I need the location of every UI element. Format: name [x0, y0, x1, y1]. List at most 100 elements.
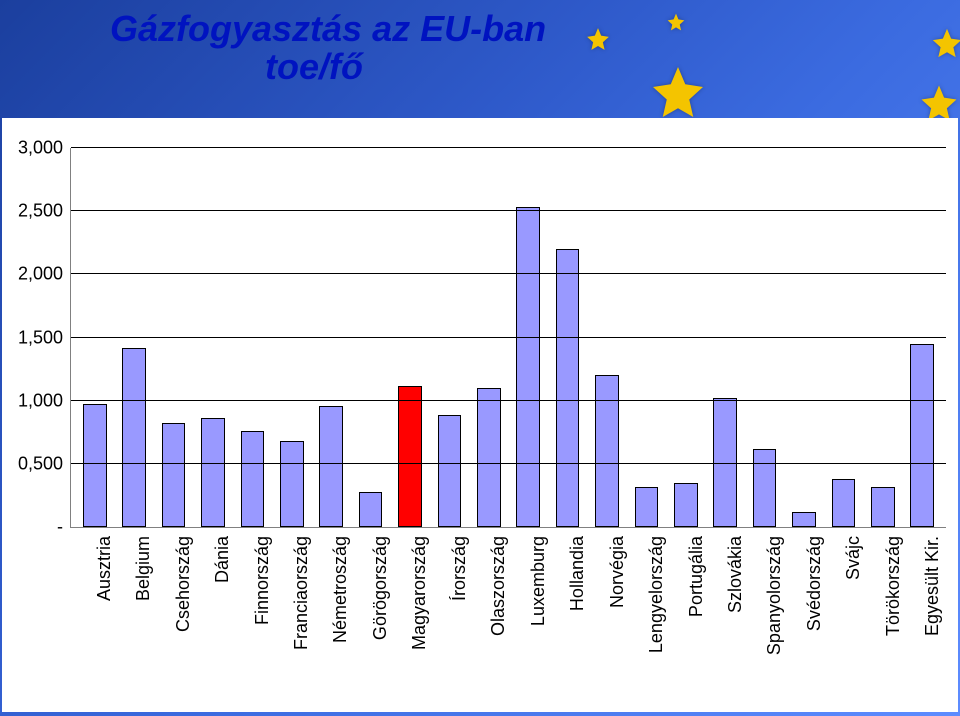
x-label-slot: Norvégia — [587, 528, 626, 708]
x-axis-label: Csehország — [173, 536, 194, 632]
x-label-slot: Belgium — [113, 528, 152, 708]
bar — [83, 404, 107, 527]
gridline — [71, 273, 946, 274]
y-tick-label: 1,500 — [18, 327, 71, 348]
y-tick-label: 2,000 — [18, 264, 71, 285]
bar — [516, 207, 540, 527]
x-label-slot: Lengyelország — [626, 528, 665, 708]
x-axis-label: Norvégia — [607, 536, 628, 608]
bar — [871, 487, 895, 527]
x-axis-label: Portugália — [686, 536, 707, 617]
bar — [201, 418, 225, 527]
bar — [832, 479, 856, 527]
x-label-slot: Törökország — [863, 528, 902, 708]
x-axis-label: Franciaország — [291, 536, 312, 650]
x-axis-label: Egyesült Kir. — [922, 536, 943, 636]
y-tick-label: 0,500 — [18, 453, 71, 474]
bar-slot — [508, 148, 547, 527]
bar-slot — [193, 148, 232, 527]
x-axis-label: Svájc — [843, 536, 864, 580]
bar — [753, 449, 777, 527]
bar — [438, 415, 462, 527]
bar — [792, 512, 816, 527]
x-label-slot: Hollandia — [547, 528, 586, 708]
x-label-slot: Finnország — [232, 528, 271, 708]
y-tick-label: - — [57, 517, 71, 538]
x-axis-label: Spanyolország — [764, 536, 785, 655]
x-label-slot: Magyarország — [390, 528, 429, 708]
gridline — [71, 463, 946, 464]
bar — [477, 388, 501, 527]
bar-slot — [903, 148, 942, 527]
bar — [162, 423, 186, 527]
x-axis-label: Finnország — [252, 536, 273, 625]
bar-slot — [745, 148, 784, 527]
bar-slot — [587, 148, 626, 527]
bar-slot — [233, 148, 272, 527]
bar — [910, 344, 934, 527]
bars-container — [71, 148, 946, 527]
gridline — [71, 337, 946, 338]
bar — [398, 386, 422, 527]
x-label-slot: Egyesült Kir. — [903, 528, 942, 708]
bar — [122, 348, 146, 527]
bar-slot — [114, 148, 153, 527]
x-label-slot: Ausztria — [74, 528, 113, 708]
bar-slot — [154, 148, 193, 527]
bar-slot — [706, 148, 745, 527]
x-axis-label: Dánia — [212, 536, 233, 583]
x-label-slot: Németroszág — [311, 528, 350, 708]
y-tick-label: 3,000 — [18, 138, 71, 159]
x-label-slot: Szlovákia — [705, 528, 744, 708]
x-label-slot: Dánia — [192, 528, 231, 708]
bar — [241, 431, 265, 527]
x-label-slot: Luxemburg — [508, 528, 547, 708]
x-axis-label: Olaszország — [488, 536, 509, 636]
x-axis-label: Németroszág — [330, 536, 351, 643]
bar-slot — [863, 148, 902, 527]
chart-panel: -0,5001,0001,5002,0002,5003,000 Ausztria… — [2, 118, 958, 712]
x-label-slot: Írország — [429, 528, 468, 708]
bar-slot — [666, 148, 705, 527]
x-axis-label: Szlovákia — [725, 536, 746, 613]
bar-slot — [548, 148, 587, 527]
x-axis-label: Ausztria — [94, 536, 115, 601]
gridline — [71, 147, 946, 148]
x-axis-label: Írország — [449, 536, 470, 601]
x-label-slot: Spanyolország — [745, 528, 784, 708]
x-label-slot: Csehország — [153, 528, 192, 708]
x-label-slot: Olaszország — [469, 528, 508, 708]
x-label-slot: Franciaország — [271, 528, 310, 708]
bar — [319, 406, 343, 527]
x-axis-label: Görögország — [370, 536, 391, 640]
bar-slot — [627, 148, 666, 527]
x-label-slot: Svédország — [784, 528, 823, 708]
slide-title: Gázfogyasztás az EU-ban toe/fő — [0, 8, 960, 88]
x-axis-label: Lengyelország — [646, 536, 667, 653]
bar-slot — [430, 148, 469, 527]
x-label-slot: Svájc — [824, 528, 863, 708]
bar — [359, 492, 383, 527]
gridline — [71, 210, 946, 211]
bar-slot — [311, 148, 350, 527]
bar — [674, 483, 698, 527]
slide-root: Gázfogyasztás az EU-ban toe/fő -0,5001,0… — [0, 0, 960, 716]
bar-slot — [75, 148, 114, 527]
bar-slot — [784, 148, 823, 527]
x-axis-label: Hollandia — [567, 536, 588, 611]
x-axis-label: Svédország — [804, 536, 825, 631]
y-tick-label: 1,000 — [18, 390, 71, 411]
bar-slot — [469, 148, 508, 527]
gridline — [71, 400, 946, 401]
x-axis-label: Belgium — [133, 536, 154, 601]
bar-slot — [351, 148, 390, 527]
bar-slot — [272, 148, 311, 527]
x-label-slot: Portugália — [666, 528, 705, 708]
title-line-1: Gázfogyasztás az EU-ban — [110, 8, 960, 50]
bar-slot — [390, 148, 429, 527]
bar — [595, 375, 619, 527]
x-label-slot: Görögország — [350, 528, 389, 708]
x-axis-label: Törökország — [883, 536, 904, 636]
bar — [556, 249, 580, 527]
plot-area: -0,5001,0001,5002,0002,5003,000 — [70, 148, 946, 528]
